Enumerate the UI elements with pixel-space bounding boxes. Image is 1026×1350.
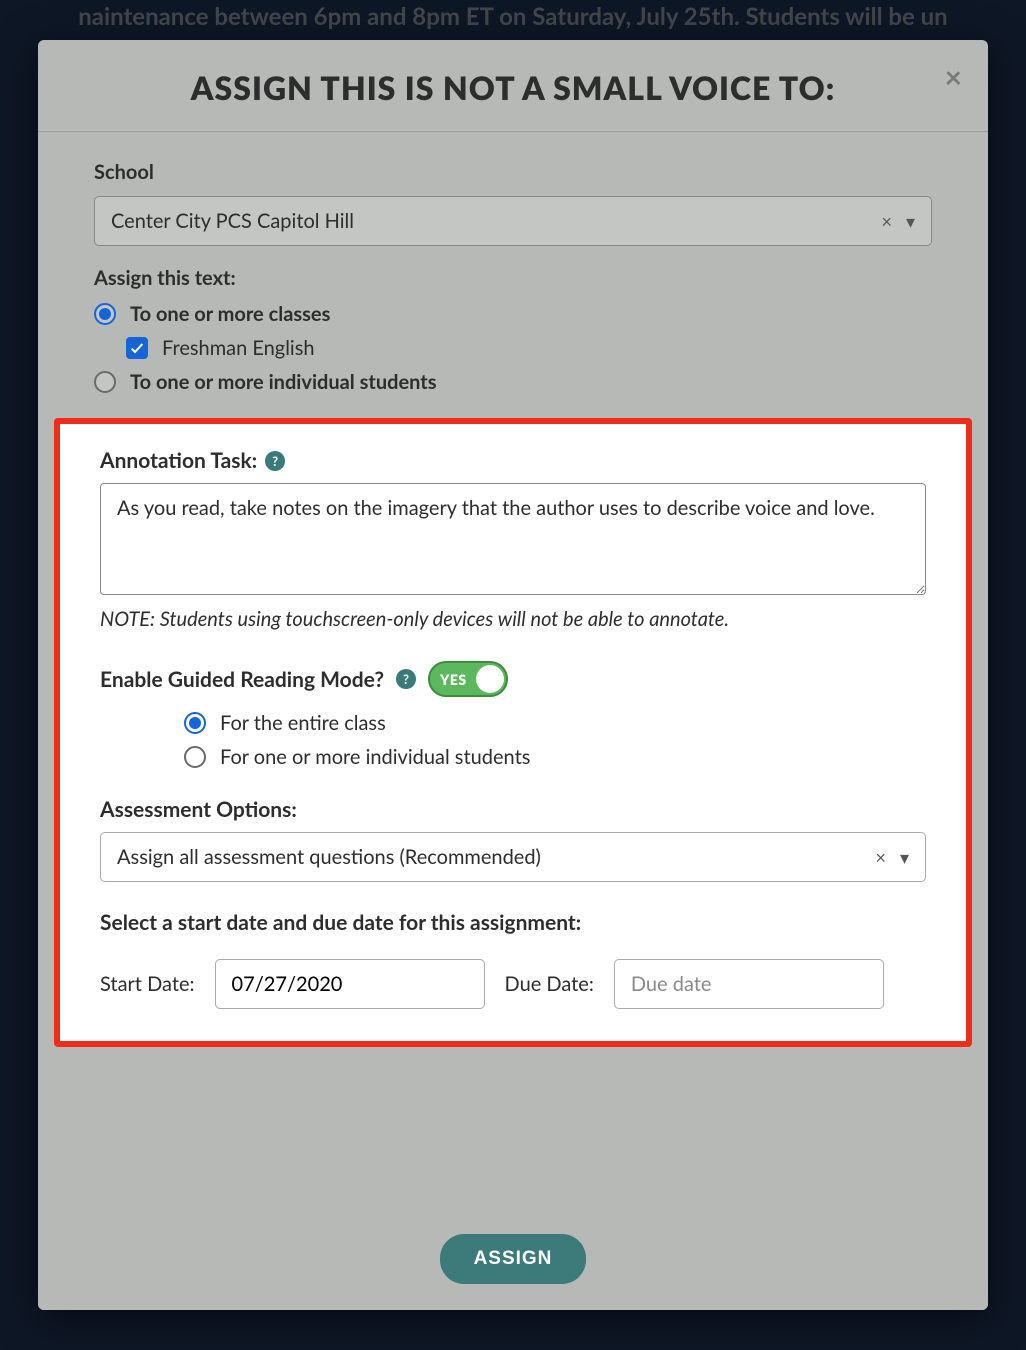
help-icon[interactable]: ?	[265, 451, 285, 471]
annotation-note: NOTE: Students using touchscreen-only de…	[100, 607, 926, 631]
guided-individual-row[interactable]: For one or more individual students	[184, 745, 926, 769]
radio-students[interactable]	[94, 371, 116, 393]
date-row: Start Date: Due Date:	[100, 959, 926, 1009]
guided-entire-row[interactable]: For the entire class	[184, 711, 926, 735]
dates-label: Select a start date and due date for thi…	[100, 910, 926, 935]
assign-text-label: Assign this text:	[94, 266, 932, 290]
school-label: School	[94, 160, 932, 184]
chevron-down-icon[interactable]: ▾	[906, 210, 915, 233]
background-banner: naintenance between 6pm and 8pm ET on Sa…	[0, 2, 1026, 31]
assessment-label: Assessment Options:	[100, 797, 926, 822]
assign-modal: ASSIGN THIS IS NOT A SMALL VOICE TO: × S…	[38, 40, 988, 1310]
class-item-row[interactable]: Freshman English	[126, 336, 932, 360]
guided-mode-toggle[interactable]: YES	[428, 661, 508, 697]
radio-students-row[interactable]: To one or more individual students	[94, 370, 932, 394]
assessment-select-icons: × ▾	[876, 846, 910, 869]
start-date-input[interactable]	[215, 959, 485, 1009]
radio-classes[interactable]	[94, 303, 116, 325]
clear-icon[interactable]: ×	[876, 846, 886, 868]
class-item-label: Freshman English	[162, 336, 315, 360]
school-value: Center City PCS Capitol Hill	[111, 209, 354, 233]
assessment-select[interactable]: Assign all assessment questions (Recomme…	[100, 832, 926, 882]
annotation-label: Annotation Task:	[100, 448, 257, 473]
due-date-label: Due Date:	[505, 972, 594, 996]
clear-icon[interactable]: ×	[882, 210, 892, 232]
toggle-state-label: YES	[440, 671, 467, 688]
guided-mode-label: Enable Guided Reading Mode?	[100, 667, 384, 692]
annotation-label-row: Annotation Task: ?	[100, 448, 926, 473]
modal-title: ASSIGN THIS IS NOT A SMALL VOICE TO:	[98, 68, 928, 107]
radio-students-label: To one or more individual students	[130, 370, 437, 394]
highlighted-options-panel: Annotation Task: ? NOTE: Students using …	[54, 418, 972, 1047]
modal-footer: ASSIGN	[38, 1208, 988, 1310]
guided-mode-row: Enable Guided Reading Mode? ? YES	[100, 661, 926, 697]
radio-classes-label: To one or more classes	[130, 302, 330, 326]
guided-entire-label: For the entire class	[220, 711, 386, 735]
assign-button[interactable]: ASSIGN	[440, 1234, 587, 1284]
checkbox-freshman-english[interactable]	[126, 337, 148, 359]
school-section: School Center City PCS Capitol Hill × ▾ …	[38, 132, 988, 418]
annotation-textarea[interactable]	[100, 483, 926, 595]
modal-header: ASSIGN THIS IS NOT A SMALL VOICE TO: ×	[38, 40, 988, 132]
guided-individual-label: For one or more individual students	[220, 745, 530, 769]
start-date-label: Start Date:	[100, 972, 195, 996]
radio-guided-entire[interactable]	[184, 712, 206, 734]
radio-guided-individual[interactable]	[184, 746, 206, 768]
school-select[interactable]: Center City PCS Capitol Hill × ▾	[94, 196, 932, 246]
radio-classes-row[interactable]: To one or more classes	[94, 302, 932, 326]
due-date-input[interactable]	[614, 959, 884, 1009]
assessment-value: Assign all assessment questions (Recomme…	[117, 845, 541, 869]
help-icon[interactable]: ?	[396, 669, 416, 689]
toggle-knob	[476, 665, 504, 693]
close-icon[interactable]: ×	[945, 62, 962, 92]
modal-body: School Center City PCS Capitol Hill × ▾ …	[38, 132, 988, 1208]
chevron-down-icon[interactable]: ▾	[900, 846, 909, 869]
school-select-icons: × ▾	[882, 210, 916, 233]
